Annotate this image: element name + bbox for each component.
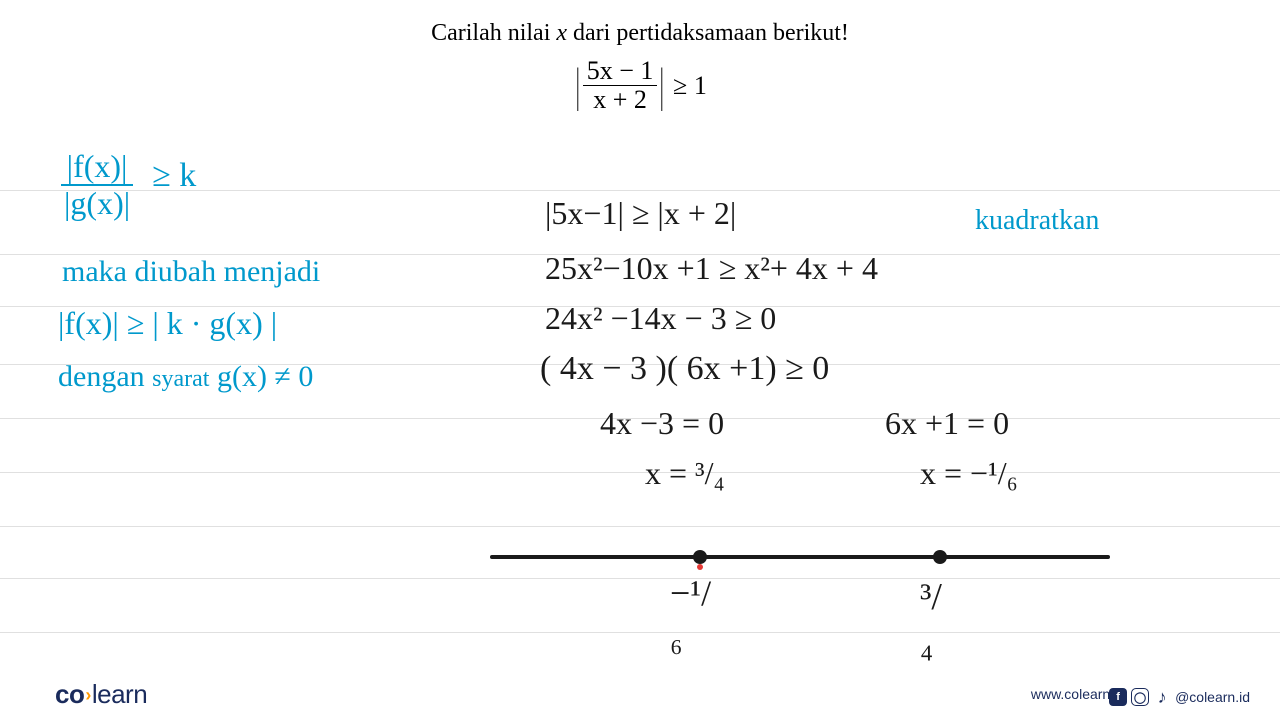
rule-line <box>0 526 1280 527</box>
prompt-pre: Carilah nilai <box>431 20 556 46</box>
number-line-point-2 <box>933 550 947 564</box>
problem-inequality: |5x − 1x + 2|≥ 1 <box>573 57 707 114</box>
work-annotation: kuadratkan <box>975 205 1099 237</box>
note-line1: maka diubah menjadi <box>62 255 320 289</box>
rule-line <box>0 632 1280 633</box>
work-step-5b: 6x +1 = 0 <box>885 405 1009 442</box>
rule-ge-k: ≥ k <box>152 157 196 194</box>
number-line-label-1: −¹/₆ <box>670 572 711 656</box>
frac-rhs: ≥ 1 <box>673 71 707 101</box>
tiktok-icon: ♪ <box>1153 688 1171 706</box>
work-step-2: 25x²−10x +1 ≥ x²+ 4x + 4 <box>545 250 878 287</box>
social-handle: @colearn.id <box>1175 689 1250 705</box>
work-step-1: |5x−1| ≥ |x + 2| <box>545 195 736 232</box>
work-step-6a: x = ³/₄ <box>645 455 725 492</box>
number-line-label-2: ³/₄ <box>920 575 942 663</box>
prompt-post: dari pertidaksamaan berikut! <box>567 20 849 46</box>
rule-frac-bot: |g(x)| <box>58 185 136 221</box>
prompt-var: x <box>556 20 567 46</box>
rule-line <box>0 578 1280 579</box>
note-line3: dengan syarat g(x) ≠ 0 <box>58 360 313 394</box>
brand-logo: co›learn <box>55 679 147 710</box>
number-line-red-marker <box>697 564 703 570</box>
number-line-point-1 <box>693 550 707 564</box>
problem-prompt: Carilah nilai x dari pertidaksamaan beri… <box>0 20 1280 47</box>
work-step-6b: x = −¹/₆ <box>920 455 1018 492</box>
frac-num: 5x − 1 <box>583 56 658 86</box>
instagram-icon: ◯ <box>1131 688 1149 706</box>
note-line2: |f(x)| ≥ | k · g(x) | <box>58 305 277 342</box>
note-rule-form: |f(x)||g(x)| ≥ k <box>58 148 196 222</box>
work-step-3: 24x² −14x − 3 ≥ 0 <box>545 300 776 337</box>
rule-line <box>0 472 1280 473</box>
frac-den: x + 2 <box>589 85 651 114</box>
logo-part-a: co <box>55 679 84 709</box>
rule-frac-top: |f(x)| <box>61 148 134 186</box>
problem-statement: Carilah nilai x dari pertidaksamaan beri… <box>0 20 1280 114</box>
work-step-5a: 4x −3 = 0 <box>600 405 724 442</box>
work-step-4: ( 4x − 3 )( 6x +1) ≥ 0 <box>540 350 829 388</box>
footer-socials: f ◯ ♪ @colearn.id <box>1109 688 1250 706</box>
logo-part-b: learn <box>92 679 147 709</box>
logo-dot-icon: › <box>85 685 91 705</box>
facebook-icon: f <box>1109 688 1127 706</box>
number-line-track <box>490 555 1110 559</box>
